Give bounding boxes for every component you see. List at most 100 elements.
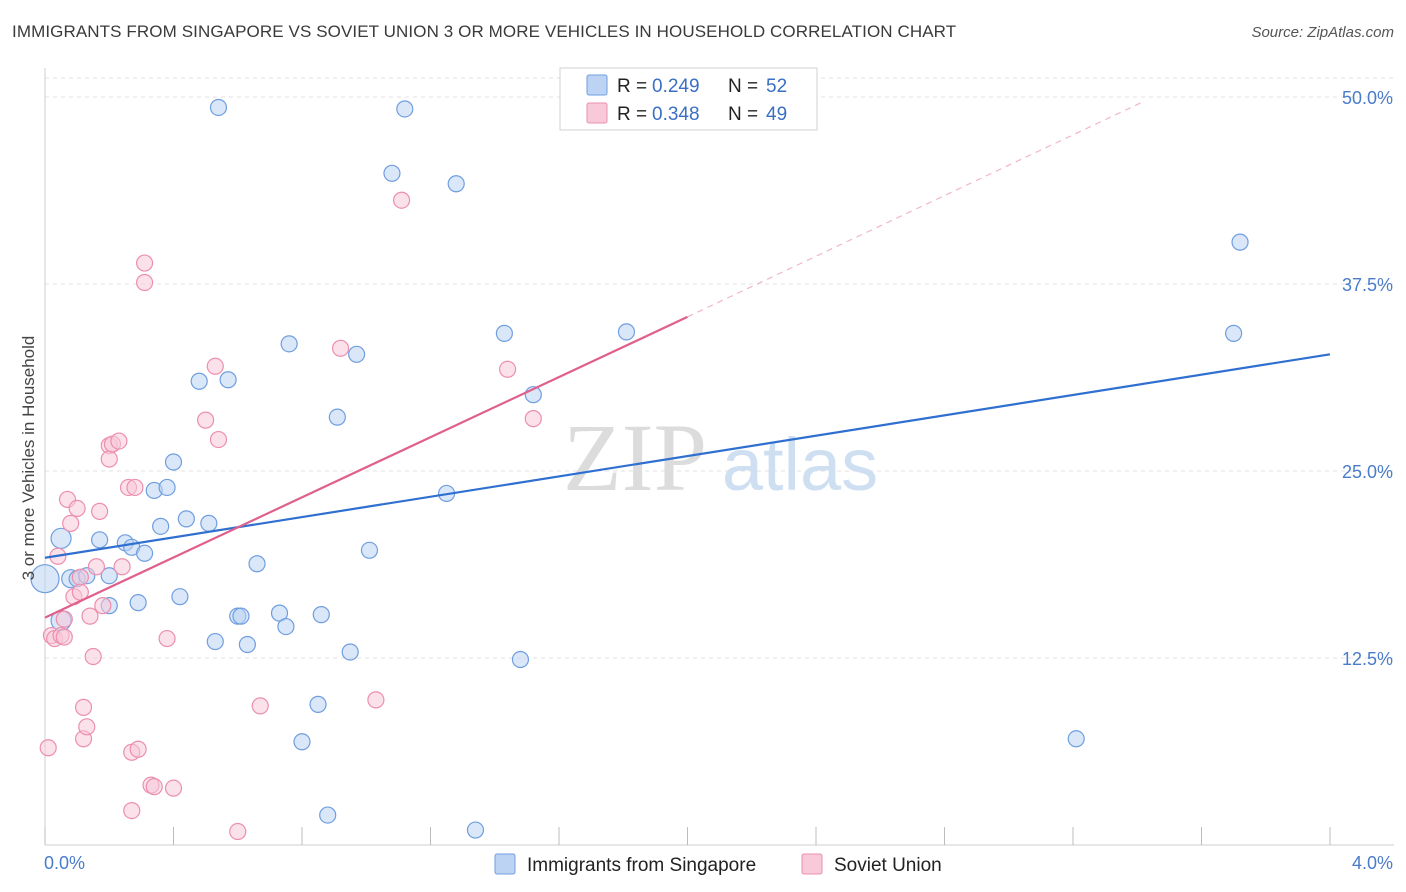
- point-singapore-35: [328, 408, 346, 426]
- legend-r-value-2: 0.348: [652, 104, 700, 125]
- point-singapore-47: [617, 323, 636, 341]
- legend-n-value-1: 52: [766, 76, 787, 97]
- y-tick-labels: 12.5% 25.0% 37.5% 50.0%: [1342, 88, 1393, 669]
- point-soviet-16: [81, 607, 99, 625]
- correlation-legend: R = 0.249 N = 52 R = 0.348 N = 49: [559, 67, 818, 131]
- point-soviet-8: [62, 514, 80, 532]
- point-singapore-12: [135, 544, 154, 562]
- point-singapore-48: [1067, 730, 1085, 748]
- point-soviet-35: [158, 629, 176, 648]
- point-singapore-23: [219, 371, 237, 389]
- grid-lines: [45, 77, 1394, 659]
- point-singapore-11: [129, 594, 147, 612]
- point-soviet-44: [392, 191, 411, 209]
- point-soviet-31: [135, 254, 154, 272]
- point-singapore-50: [1231, 233, 1249, 251]
- point-soviet-25: [113, 558, 131, 576]
- x-tick-labels: 0.0% 4.0%: [44, 853, 1393, 873]
- point-singapore-36: [341, 643, 359, 661]
- series-label-soviet: Soviet Union: [834, 855, 942, 876]
- point-soviet-15: [78, 718, 96, 736]
- point-soviet-28: [123, 801, 141, 820]
- series-swatch-singapore: [494, 853, 516, 875]
- chart-title: IMMIGRANTS FROM SINGAPORE VS SOVIET UNIO…: [12, 22, 957, 41]
- point-soviet-34: [145, 778, 163, 796]
- legend-n-label-2: N =: [728, 104, 758, 125]
- point-singapore-39: [383, 164, 401, 182]
- series-swatch-soviet: [801, 853, 823, 875]
- point-soviet-46: [524, 410, 542, 428]
- point-singapore-15: [158, 478, 176, 497]
- trend-extension-soviet: [687, 100, 1144, 318]
- point-soviet-18: [87, 558, 106, 576]
- point-soviet-24: [110, 432, 128, 450]
- legend-r-label-2: R =: [617, 104, 647, 125]
- point-soviet-22: [100, 450, 118, 468]
- trend-line-soviet: [44, 315, 688, 619]
- point-soviet-5: [55, 610, 73, 628]
- point-singapore-6: [91, 531, 109, 549]
- point-singapore-34: [319, 806, 337, 824]
- point-singapore-45: [511, 650, 530, 669]
- watermark-atlas: atlas: [722, 423, 878, 506]
- point-singapore-29: [277, 617, 295, 636]
- point-singapore-17: [171, 588, 189, 606]
- point-singapore-30: [280, 335, 298, 353]
- point-singapore-38: [360, 541, 379, 559]
- y-tick-label-0: 12.5%: [1342, 649, 1393, 669]
- point-singapore-27: [248, 555, 266, 573]
- point-soviet-30: [129, 740, 147, 758]
- legend-swatch-singapore: [586, 74, 608, 96]
- point-soviet-36: [164, 779, 183, 797]
- point-soviet-39: [209, 430, 228, 449]
- point-singapore-22: [209, 98, 228, 117]
- point-soviet-45: [499, 360, 517, 378]
- point-singapore-0: [30, 564, 60, 594]
- point-soviet-6: [55, 628, 73, 646]
- legend-r-value-1: 0.249: [652, 76, 700, 97]
- point-soviet-38: [206, 357, 224, 375]
- point-singapore-44: [495, 324, 513, 342]
- trend-line-singapore: [44, 353, 1331, 559]
- point-soviet-19: [91, 502, 109, 520]
- point-soviet-20: [94, 597, 112, 615]
- y-tick-label-2: 37.5%: [1342, 275, 1393, 295]
- data-points: [30, 98, 1249, 841]
- point-soviet-29: [126, 478, 144, 497]
- watermark-zip: ZIP: [563, 404, 707, 511]
- point-singapore-40: [396, 100, 414, 118]
- x-tick-label-1: 4.0%: [1352, 853, 1393, 873]
- y-tick-label-1: 25.0%: [1342, 462, 1393, 482]
- legend-n-label-1: N =: [728, 76, 758, 97]
- point-singapore-37: [348, 345, 366, 363]
- point-singapore-21: [206, 632, 224, 651]
- y-tick-label-3: 50.0%: [1342, 88, 1393, 108]
- series-label-singapore: Immigrants from Singapore: [527, 855, 756, 876]
- point-soviet-41: [251, 697, 269, 715]
- point-soviet-32: [135, 273, 154, 292]
- legend-n-value-2: 49: [766, 104, 787, 125]
- x-tick-label-0: 0.0%: [44, 853, 85, 873]
- point-soviet-40: [229, 822, 247, 841]
- point-singapore-16: [164, 453, 183, 471]
- point-soviet-37: [197, 411, 215, 429]
- legend-r-label-1: R =: [617, 76, 647, 97]
- point-singapore-8: [100, 567, 118, 585]
- point-soviet-11: [71, 568, 89, 586]
- axes: [44, 68, 1394, 846]
- y-axis-label: 3 or more Vehicles in Household: [19, 336, 38, 581]
- point-singapore-14: [152, 517, 170, 535]
- point-soviet-10: [68, 499, 86, 517]
- point-soviet-0: [39, 739, 57, 757]
- legend-swatch-soviet: [586, 102, 608, 124]
- point-singapore-49: [1225, 324, 1243, 342]
- point-singapore-32: [309, 695, 327, 713]
- point-singapore-43: [466, 821, 485, 839]
- point-singapore-19: [190, 372, 208, 390]
- point-singapore-31: [293, 733, 311, 751]
- series-legend: Immigrants from Singapore Soviet Union: [494, 853, 942, 876]
- point-singapore-18: [177, 510, 195, 528]
- point-soviet-14: [74, 698, 93, 716]
- point-singapore-25: [232, 607, 250, 625]
